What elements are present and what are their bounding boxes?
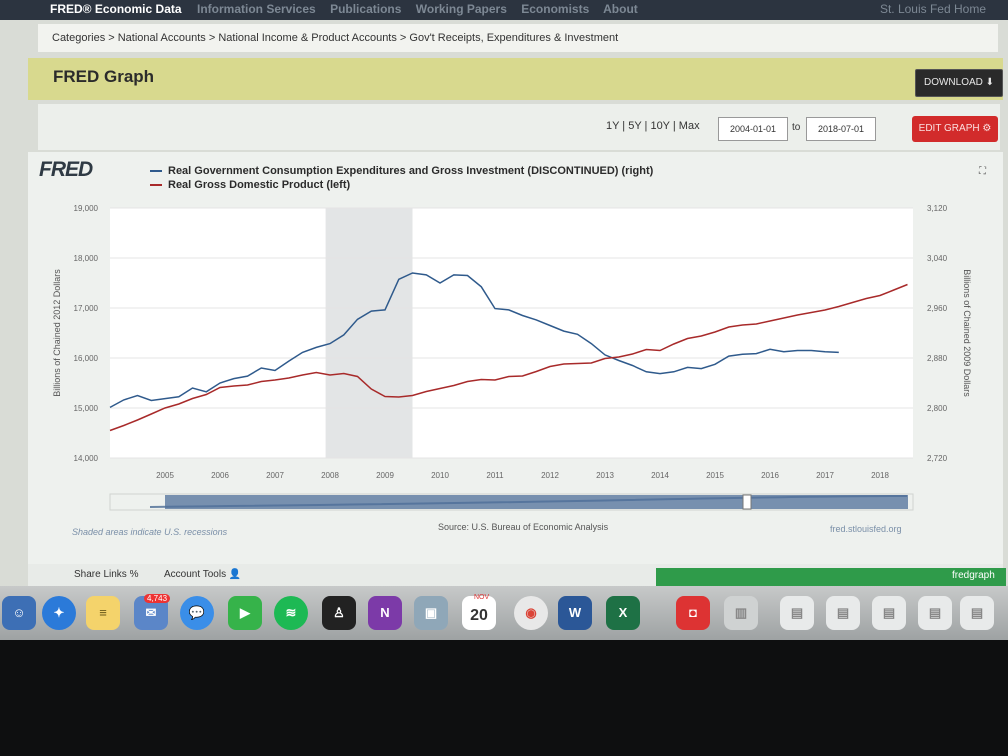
calendar-icon[interactable]: 20 (462, 596, 496, 630)
legend-label-real-gdp: Real Gross Domestic Product (left) (168, 179, 351, 191)
left-tick-label: 17,000 (74, 304, 99, 313)
nav-link-publications[interactable]: Publications (330, 2, 402, 16)
x-tick-label: 2005 (156, 471, 174, 480)
background-window-titlebar: fredgraph (656, 568, 1006, 586)
x-tick-label: 2014 (651, 471, 669, 480)
right-tick-label: 3,040 (927, 254, 948, 263)
x-tick-label: 2016 (761, 471, 779, 480)
start-date-input[interactable]: 2004-01-01 (718, 117, 788, 141)
notes-icon[interactable]: ≡ (86, 596, 120, 630)
nav-link-about[interactable]: About (603, 2, 638, 16)
chart-legend: Real Government Consumption Expenditures… (150, 164, 653, 192)
chrome-icon[interactable]: ◉ (514, 596, 548, 630)
messages-icon[interactable]: 💬 (180, 596, 214, 630)
range-slider-handle (742, 494, 752, 510)
legend-label-government-expenditures: Real Government Consumption Expenditures… (168, 165, 654, 177)
nav-links: Information Services Publications Workin… (197, 0, 649, 18)
x-tick-label: 2008 (321, 471, 339, 480)
minimized-window-3-icon[interactable]: ▤ (872, 596, 906, 630)
legend-entry-real-gdp: Real Gross Domestic Product (left) (150, 178, 653, 192)
x-tick-label: 2015 (706, 471, 724, 480)
left-tick-label: 19,000 (74, 204, 99, 213)
kindle-icon[interactable]: ♙ (322, 596, 356, 630)
spotify-icon[interactable]: ≋ (274, 596, 308, 630)
graph-header: FRED Graph DOWNLOAD ⬇ (28, 58, 1003, 100)
minimized-window-2-icon[interactable]: ▤ (826, 596, 860, 630)
breadcrumb[interactable]: Categories > National Accounts > Nationa… (38, 24, 998, 52)
finder-icon[interactable]: ☺ (2, 596, 36, 630)
top-navigation-bar: FRED® Economic Data Information Services… (0, 0, 1008, 20)
right-tick-label: 2,960 (927, 304, 948, 313)
date-range-controls: 1Y | 5Y | 10Y | Max 2004-01-01 to 2018-0… (38, 104, 1000, 150)
download-button[interactable]: DOWNLOAD ⬇ (915, 69, 1003, 97)
excel-icon[interactable]: X (606, 596, 640, 630)
right-tick-label: 2,720 (927, 454, 948, 463)
left-tick-label: 16,000 (74, 354, 99, 363)
preview-icon[interactable]: ▣ (414, 596, 448, 630)
line-chart: 14,000 15,000 16,000 17,000 18,000 19,000 2,72… (52, 204, 972, 511)
left-axis-label: Billions of Chained 2012 Dollars (52, 269, 62, 397)
minimized-window-4-icon[interactable]: ▤ (918, 596, 952, 630)
onenote-icon[interactable]: N (368, 596, 402, 630)
x-tick-label: 2010 (431, 471, 449, 480)
window-label: fredgraph (952, 570, 995, 581)
legend-swatch-blue (150, 170, 162, 173)
st-louis-fed-home-link[interactable]: St. Louis Fed Home (879, 2, 986, 16)
right-axis-label: Billions of Chained 2009 Dollars (962, 269, 972, 397)
safari-icon[interactable]: ✦ (42, 596, 76, 630)
mac-dock: ☺ ✦ ≡ ✉ 4,743 💬 ▶ ≋ ♙ N ▣ 20 NOV ◉ W X ◘… (0, 586, 1008, 640)
fullscreen-icon[interactable]: ⛶ (979, 166, 986, 177)
legend-entry-government-expenditures: Real Government Consumption Expenditures… (150, 164, 653, 178)
share-links-button[interactable]: Share Links % (74, 569, 139, 580)
office-icon[interactable]: ◘ (676, 596, 710, 630)
legend-swatch-red (150, 184, 162, 187)
fred-brand-link[interactable]: FRED® Economic Data (50, 2, 182, 16)
edit-graph-button[interactable]: EDIT GRAPH ⚙ (912, 116, 998, 142)
fred-logo: FRED (39, 158, 93, 181)
date-to-label: to (792, 122, 801, 133)
x-tick-label: 2006 (211, 471, 229, 480)
mail-badge: 4,743 (144, 594, 171, 603)
series-line-government-expenditures (109, 272, 839, 409)
minimized-window-5-icon[interactable]: ▤ (960, 596, 994, 630)
x-tick-label: 2009 (376, 471, 394, 480)
minimized-window-1-icon[interactable]: ▤ (780, 596, 814, 630)
nav-link-economists[interactable]: Economists (521, 2, 590, 16)
recession-shade-0 (325, 208, 413, 458)
right-tick-label: 3,120 (927, 204, 948, 213)
range-slider-selection (165, 495, 908, 509)
series-line-real-gdp (109, 283, 908, 432)
x-tick-label: 2011 (486, 471, 504, 480)
left-tick-label: 18,000 (74, 254, 99, 263)
x-tick-label: 2017 (816, 471, 834, 480)
x-tick-label: 2007 (266, 471, 284, 480)
nav-link-working-papers[interactable]: Working Papers (415, 2, 507, 16)
page-title: FRED Graph (53, 67, 155, 86)
graph-panel: 14,000 15,000 16,000 17,000 18,000 19,000 2,72… (28, 152, 1003, 564)
plot-area (110, 208, 913, 458)
x-tick-label: 2018 (871, 471, 889, 480)
left-tick-label: 15,000 (74, 404, 99, 413)
account-tools-button[interactable]: Account Tools 👤 (164, 569, 242, 580)
calendar-day: 20 (470, 607, 488, 624)
x-tick-label: 2013 (596, 471, 614, 480)
x-tick-label: 2012 (541, 471, 559, 480)
word-icon[interactable]: W (558, 596, 592, 630)
right-tick-label: 2,800 (927, 404, 948, 413)
left-tick-label: 14,000 (74, 454, 99, 463)
nav-link-information-services[interactable]: Information Services (197, 2, 316, 16)
trash-area-icon[interactable]: ▥ (724, 596, 758, 630)
end-date-input[interactable]: 2018-07-01 (806, 117, 876, 141)
facetime-icon[interactable]: ▶ (228, 596, 262, 630)
browser-screen: FRED® Economic Data Information Services… (0, 0, 1008, 640)
calendar-month: NOV (474, 594, 490, 601)
range-presets[interactable]: 1Y | 5Y | 10Y | Max (606, 120, 700, 132)
right-tick-label: 2,880 (927, 354, 948, 363)
